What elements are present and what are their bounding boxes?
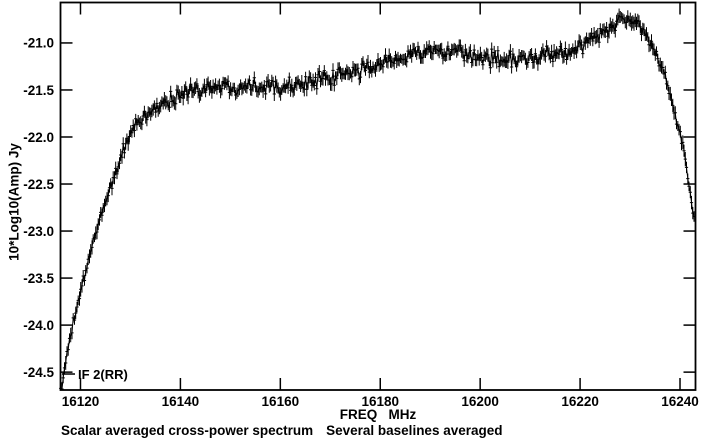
- spectrum-line: [60, 14, 695, 390]
- spectrum-errorbars: [59, 8, 696, 390]
- caption-spectrum-type: Scalar averaged cross-power spectrum: [61, 423, 314, 438]
- y-tick-label: -23.5: [23, 271, 54, 286]
- x-tick-label: 16120: [62, 394, 100, 409]
- y-tick-label: -22.0: [23, 130, 54, 145]
- x-tick-label: 16140: [162, 394, 200, 409]
- x-tick-label: 16200: [461, 394, 499, 409]
- x-tick-label: 16180: [361, 394, 399, 409]
- y-tick-label: -22.5: [23, 177, 54, 192]
- y-tick-label: -24.0: [23, 318, 54, 333]
- if-label: IF 2(RR): [78, 367, 128, 382]
- caption-baselines: Several baselines averaged: [326, 423, 503, 438]
- x-tick-label: 16240: [661, 394, 699, 409]
- y-tick-label: -24.5: [23, 365, 54, 380]
- x-tick-label: 16220: [561, 394, 599, 409]
- x-axis-title: FREQ MHz: [339, 407, 417, 422]
- y-tick-label: -23.0: [23, 224, 54, 239]
- plot-frame: [59, 1, 697, 391]
- y-tick-label: -21.5: [23, 83, 54, 98]
- x-tick-label: 16160: [262, 394, 300, 409]
- y-tick-label: -21.0: [23, 36, 54, 51]
- y-axis-title: 10*Log10(Amp) Jy: [6, 143, 22, 261]
- figure-caption: Scalar averaged cross-power spectrum Sev…: [61, 423, 503, 438]
